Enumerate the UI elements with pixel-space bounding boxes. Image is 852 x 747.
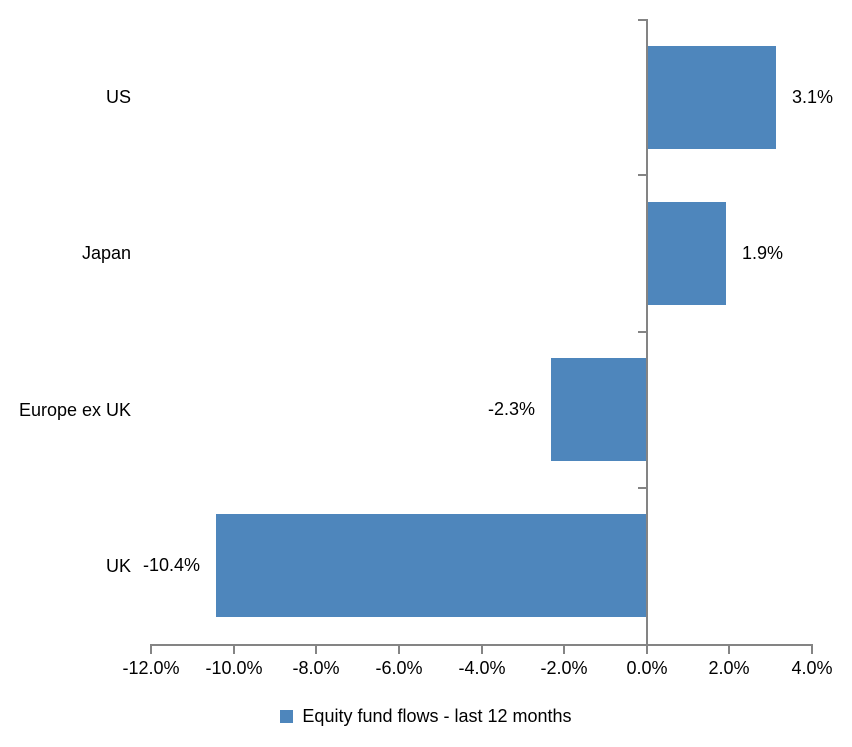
y-tick [638,174,646,176]
x-tick-label: -12.0% [122,658,180,678]
x-tick-label: -8.0% [292,658,340,678]
x-tick-label: 2.0% [708,658,750,678]
x-tick-label: -4.0% [458,658,506,678]
x-tick [398,646,400,654]
category-label: US [105,86,131,107]
x-tick-label: 4.0% [791,658,833,678]
x-axis [150,644,813,646]
value-label: -2.3% [487,399,535,419]
x-tick-label: -6.0% [375,658,423,678]
y-tick [638,19,646,21]
legend: Equity fund flows - last 12 months [0,706,852,727]
category-label: Europe ex UK [18,399,131,420]
y-axis [646,19,648,654]
x-tick [728,646,730,654]
x-tick [811,646,813,654]
x-tick-label: -10.0% [205,658,263,678]
value-label: -10.4% [142,555,200,575]
y-tick [638,331,646,333]
category-label: UK [105,555,131,576]
bar [216,514,646,617]
x-tick [563,646,565,654]
x-tick [233,646,235,654]
x-tick-label: -2.0% [540,658,588,678]
y-tick [638,487,646,489]
bar [648,202,726,305]
category-label: Japan [81,242,131,263]
x-tick [150,646,152,654]
x-tick [481,646,483,654]
x-tick-label: 0.0% [626,658,668,678]
bar [551,358,646,461]
bar [648,46,776,149]
x-tick [315,646,317,654]
value-label: 1.9% [742,243,784,263]
legend-swatch [280,710,294,723]
legend-label: Equity fund flows - last 12 months [302,706,572,726]
value-label: 3.1% [792,87,834,107]
